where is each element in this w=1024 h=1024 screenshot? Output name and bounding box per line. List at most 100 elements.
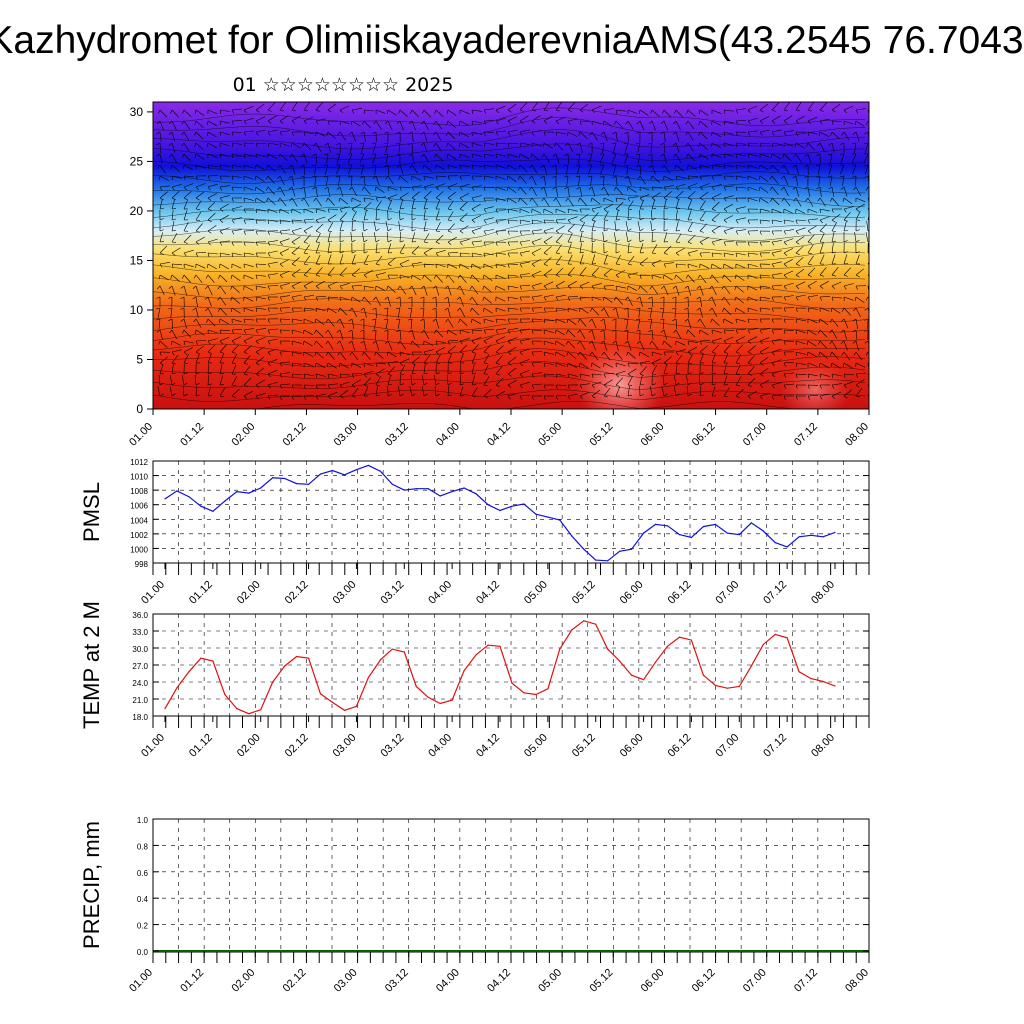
pmsl-point: [750, 522, 752, 524]
wind-barb-flag: [831, 384, 835, 389]
wind-barb-flag: [807, 395, 810, 400]
wind-barb: [819, 243, 824, 254]
section-xtick-label: 06.12: [690, 421, 718, 449]
wind-barb-flag: [361, 296, 365, 301]
wind-barb-flag: [771, 362, 775, 367]
wind-barb: [650, 142, 653, 153]
wind-barb-flag: [673, 329, 677, 334]
wind-barb: [255, 356, 265, 364]
wind-barb: [675, 142, 680, 153]
wind-barb-flag: [528, 175, 533, 180]
wind-barb-flag: [697, 318, 701, 323]
wind-barb: [350, 142, 353, 153]
wind-barb: [663, 109, 672, 118]
wind-barb-flag: [384, 307, 389, 310]
wind-barb-flag: [864, 340, 869, 344]
wind-barb: [411, 175, 422, 181]
wind-barb: [699, 307, 703, 318]
wind-barb-flag: [660, 329, 665, 333]
wind-barb: [627, 351, 636, 359]
wind-barb: [723, 164, 734, 167]
wind-barb-flag: [267, 241, 271, 246]
wind-barb-flag: [423, 382, 428, 386]
wind-barb: [591, 186, 596, 197]
wind-barb: [711, 263, 721, 270]
wind-barb: [627, 175, 632, 186]
wind-barb: [627, 196, 638, 199]
wind-barb: [711, 225, 721, 232]
precip-ytick-label: 1.0: [137, 816, 149, 825]
temp-point: [714, 684, 717, 687]
wind-barb-flag: [205, 274, 209, 279]
wind-barb-flag: [219, 219, 224, 223]
wind-barb-flag: [207, 252, 210, 257]
wind-barb-flag: [649, 340, 653, 345]
wind-barb: [735, 186, 747, 189]
wind-barb-flag: [639, 351, 641, 357]
wind-barb-flag: [374, 351, 377, 356]
wind-barb: [579, 232, 583, 243]
wind-barb: [195, 296, 198, 307]
wind-barb: [243, 296, 254, 302]
wind-barb-flag: [555, 263, 560, 266]
wind-barb: [807, 186, 810, 197]
wind-barb-flag: [255, 109, 260, 113]
wind-barb-flag: [675, 252, 680, 256]
wind-barb: [279, 208, 290, 214]
wind-barb-flag: [723, 197, 727, 202]
wind-barb: [555, 142, 564, 151]
wind-barb-flag: [291, 296, 295, 301]
wind-barb-flag: [674, 274, 677, 279]
wind-barb: [783, 248, 794, 254]
wind-barb: [543, 340, 554, 345]
wind-barb: [747, 252, 758, 255]
wind-barb-flag: [735, 219, 739, 224]
wind-barb-flag: [603, 251, 608, 254]
wind-barb-flag: [337, 131, 341, 136]
wind-barb: [840, 153, 845, 164]
wind-barb-flag: [303, 340, 305, 345]
wind-barb: [819, 267, 827, 276]
temp-xtick-label: 03.00: [331, 732, 359, 760]
wind-barb: [423, 263, 435, 266]
wind-barb: [615, 362, 626, 367]
wind-barb-flag: [540, 164, 545, 168]
wind-barb: [363, 351, 371, 360]
wind-barb-flag: [577, 351, 581, 356]
wind-barb: [348, 164, 353, 175]
wind-barb: [374, 164, 377, 175]
wind-barb-flag: [243, 384, 248, 387]
wind-barb: [399, 209, 401, 221]
wind-barb-flag: [396, 120, 401, 124]
wind-barb-flag: [375, 362, 378, 367]
wind-barb: [843, 381, 854, 386]
wind-barb: [783, 219, 794, 222]
wind-barb-flag: [624, 164, 629, 167]
wind-barb: [327, 383, 338, 386]
wind-barb-flag: [267, 395, 271, 400]
wind-barb: [615, 285, 626, 289]
wind-barb: [807, 142, 816, 151]
wind-barb: [591, 221, 595, 232]
wind-barb: [459, 164, 470, 168]
wind-barb-flag: [699, 329, 701, 335]
wind-barb-flag: [362, 120, 365, 125]
wind-barb-flag: [519, 340, 523, 345]
wind-barb: [399, 259, 410, 265]
wind-barb: [399, 274, 410, 279]
wind-barb-flag: [747, 219, 750, 224]
wind-barb-flag: [243, 230, 246, 235]
wind-barb-flag: [723, 351, 728, 354]
wind-barb-flag: [230, 296, 233, 301]
wind-barb-flag: [327, 285, 332, 290]
wind-barb: [625, 221, 629, 232]
wind-barb: [699, 252, 711, 254]
wind-barb-flag: [543, 373, 546, 378]
wind-barb: [339, 351, 347, 361]
wind-barb: [687, 307, 689, 319]
wind-barb-flag: [471, 164, 474, 169]
wind-barb: [351, 220, 353, 232]
wind-barb-flag: [579, 274, 584, 277]
wind-barb: [495, 318, 506, 321]
wind-barb-flag: [457, 274, 461, 279]
